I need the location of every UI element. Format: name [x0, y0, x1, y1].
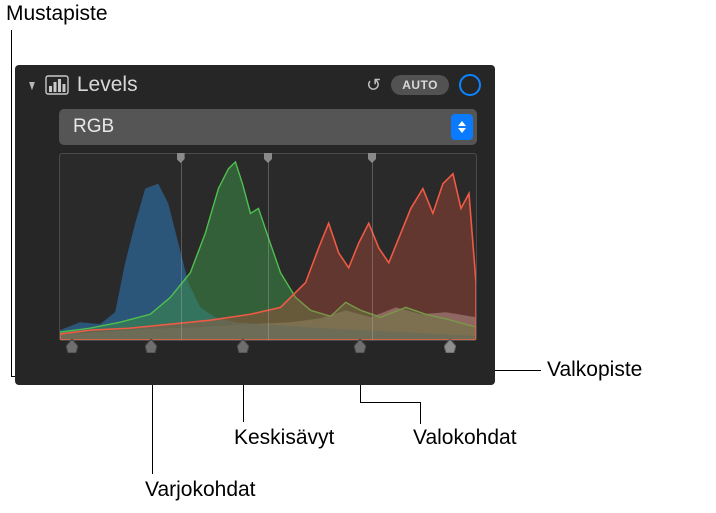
black-point-handle[interactable] [66, 339, 78, 353]
auto-button[interactable]: AUTO [391, 75, 449, 95]
input-handles-row [59, 341, 477, 361]
shadows-handle[interactable] [145, 339, 157, 353]
highlights-handle[interactable] [354, 339, 366, 353]
panel-header: ▼ Levels ↺ AUTO [15, 73, 495, 103]
channel-select-value: RGB [73, 116, 451, 138]
disclosure-chevron-icon[interactable]: ▼ [27, 77, 37, 93]
levels-panel: ▼ Levels ↺ AUTO RGB [15, 65, 495, 385]
callout-line [420, 402, 421, 424]
midtones-handle[interactable] [237, 339, 249, 353]
callout-white-point: Valkopiste [547, 358, 642, 382]
white-point-handle[interactable] [444, 339, 456, 353]
callout-line [243, 380, 244, 422]
callout-highlights: Valokohdat [413, 426, 517, 450]
callout-midtones: Keskisävyt [234, 426, 334, 450]
callout-black-point: Mustapiste [6, 2, 108, 26]
callout-line [11, 30, 12, 376]
callout-line [360, 402, 420, 403]
channel-select[interactable]: RGB [59, 109, 477, 145]
callout-shadows: Varjokohdat [145, 478, 256, 502]
select-stepper-icon [451, 114, 473, 140]
enable-ring-toggle[interactable] [459, 74, 481, 96]
histogram-guide [181, 154, 182, 340]
reset-icon[interactable]: ↺ [366, 75, 381, 96]
histogram [59, 153, 477, 341]
histogram-guide [268, 154, 269, 340]
panel-title: Levels [77, 73, 366, 97]
levels-icon [45, 75, 69, 95]
histogram-guide [372, 154, 373, 340]
callout-line [152, 380, 153, 474]
